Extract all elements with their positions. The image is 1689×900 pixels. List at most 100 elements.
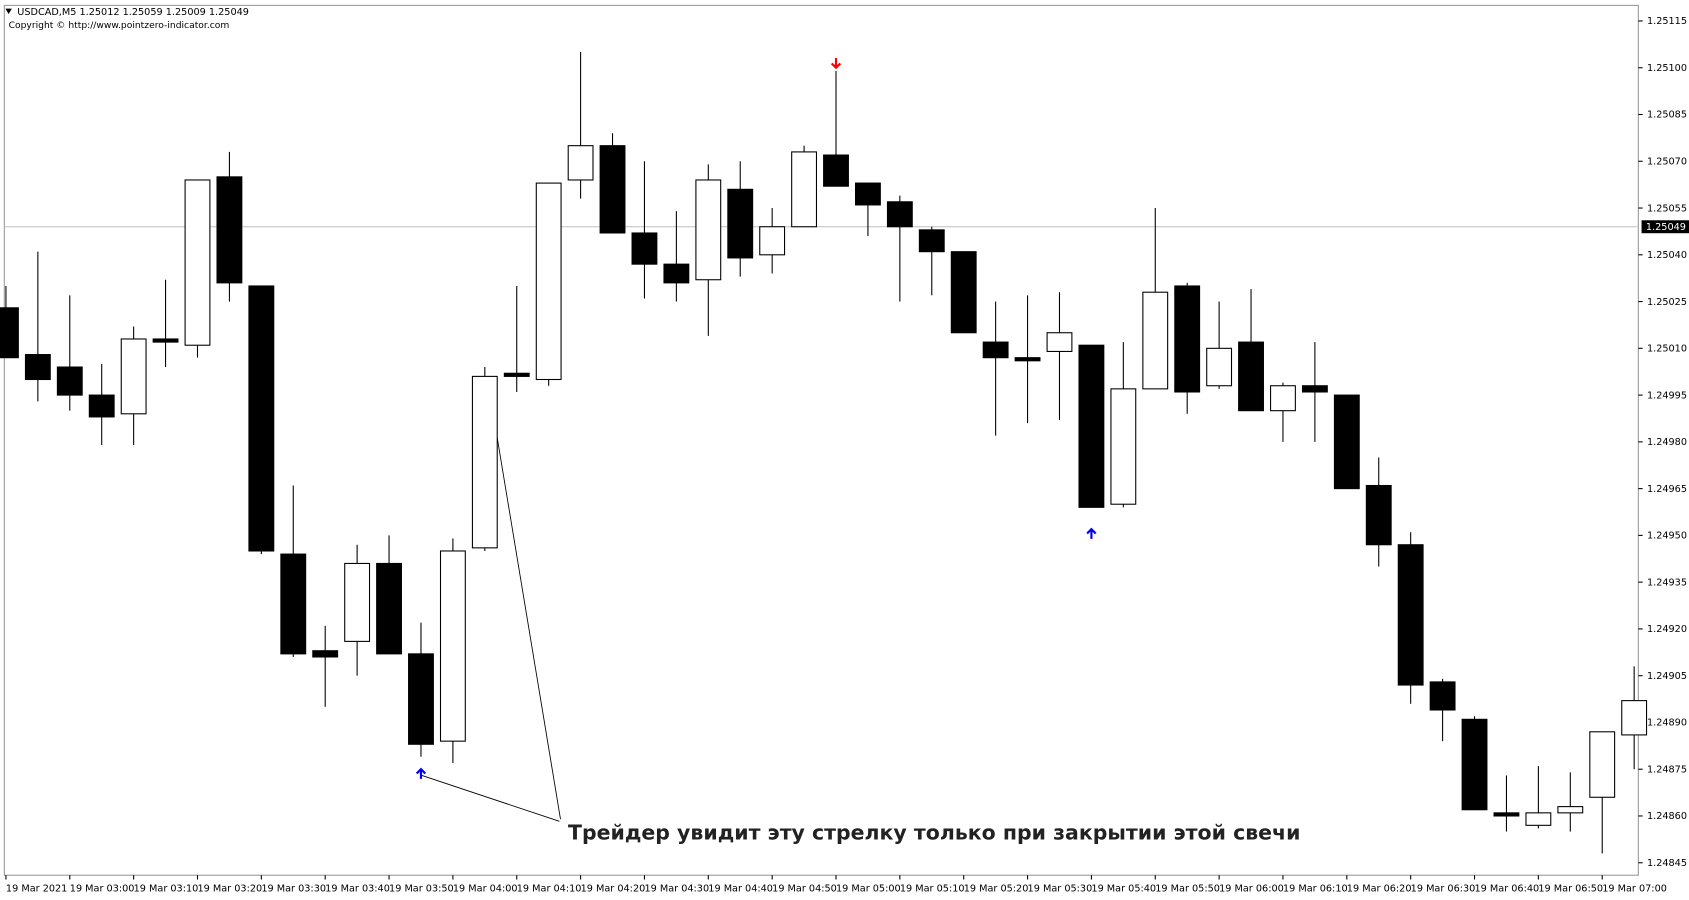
candle-body xyxy=(950,251,977,334)
candle-body xyxy=(1078,344,1105,508)
y-tick-label: 1.24905 xyxy=(1647,671,1687,682)
candle-body xyxy=(1461,718,1488,811)
y-tick-label: 1.24965 xyxy=(1647,484,1687,495)
y-tick-label: 1.24890 xyxy=(1647,718,1687,729)
candle-body xyxy=(823,154,849,187)
y-tick-label: 1.24950 xyxy=(1647,531,1687,542)
candle-body xyxy=(216,176,243,284)
candle-body xyxy=(1142,291,1169,390)
candle-body xyxy=(759,226,786,256)
x-tick-label: 19 Mar 05:00 xyxy=(836,883,901,894)
x-tick-label: 19 Mar 03:50 xyxy=(389,883,454,894)
candle-body xyxy=(344,562,371,642)
down-arrow xyxy=(830,58,842,70)
candle-body xyxy=(1621,700,1648,736)
candle-body xyxy=(248,285,275,552)
y-tick-label: 1.24995 xyxy=(1647,390,1687,401)
x-tick-label: 19 Mar 2021 xyxy=(6,883,67,894)
candle-body xyxy=(312,650,339,658)
candle-body xyxy=(1301,385,1328,393)
candle-body xyxy=(854,182,881,206)
candle-body xyxy=(791,151,818,228)
candle-body xyxy=(1333,394,1360,490)
candle-body xyxy=(56,366,83,396)
candle-body xyxy=(1046,332,1073,352)
candle-body xyxy=(1525,812,1552,826)
candle-body xyxy=(1493,812,1520,817)
x-tick-label: 19 Mar 07:00 xyxy=(1602,883,1667,894)
candle-body xyxy=(1206,347,1233,387)
x-tick-label: 19 Mar 05:30 xyxy=(1028,883,1093,894)
x-tick-label: 19 Mar 06:10 xyxy=(1283,883,1348,894)
x-tick-label: 19 Mar 06:40 xyxy=(1475,883,1540,894)
candle-body xyxy=(982,341,1009,359)
x-tick-label: 19 Mar 04:20 xyxy=(581,883,646,894)
x-tick-label: 19 Mar 05:40 xyxy=(1091,883,1156,894)
x-tick-label: 19 Mar 04:00 xyxy=(453,883,518,894)
candle-body xyxy=(1589,731,1616,798)
x-tick-label: 19 Mar 05:10 xyxy=(900,883,965,894)
x-tick-label: 19 Mar 03:30 xyxy=(261,883,326,894)
candle-body xyxy=(120,338,147,415)
candle-body xyxy=(439,550,466,742)
price-label-box xyxy=(1641,220,1689,234)
x-tick-label: 19 Mar 03:40 xyxy=(325,883,390,894)
up-arrow xyxy=(415,767,427,779)
candle-body xyxy=(727,188,754,259)
candle-body xyxy=(663,263,690,284)
candle-body xyxy=(1110,388,1137,505)
x-tick-label: 19 Mar 06:50 xyxy=(1538,883,1603,894)
annotation-line xyxy=(420,774,560,822)
x-tick-label: 19 Mar 04:50 xyxy=(772,883,837,894)
annotation: Трейдер увидит эту стрелку только при за… xyxy=(568,821,1300,845)
candle-body xyxy=(1397,544,1424,686)
y-tick-label: 1.25055 xyxy=(1647,203,1687,214)
candle-body xyxy=(376,562,402,655)
y-tick-label: 1.25070 xyxy=(1647,157,1687,168)
x-tick-label: 19 Mar 06:20 xyxy=(1347,883,1412,894)
candle-body xyxy=(184,179,211,346)
candle-body xyxy=(1557,806,1584,814)
candle-body xyxy=(471,375,498,549)
y-tick-label: 1.24920 xyxy=(1647,624,1687,635)
y-tick-label: 1.24875 xyxy=(1647,764,1687,775)
x-tick-label: 19 Mar 04:10 xyxy=(517,883,582,894)
candle-body xyxy=(535,182,562,381)
candle-body xyxy=(408,653,434,745)
candle-body xyxy=(24,354,51,381)
candle-body xyxy=(695,179,722,281)
candle-body xyxy=(1174,285,1201,393)
candle-body xyxy=(503,372,530,377)
candle-body xyxy=(0,307,19,359)
candle-body xyxy=(886,201,913,228)
chart-title: USDCAD,M5 1.25012 1.25059 1.25009 1.2504… xyxy=(17,7,249,18)
y-tick-label: 1.25085 xyxy=(1647,110,1687,121)
y-tick-label: 1.24845 xyxy=(1647,858,1687,869)
plot-frame xyxy=(3,4,1639,876)
x-tick-label: 19 Mar 06:00 xyxy=(1219,883,1284,894)
candle-body xyxy=(1270,385,1296,412)
candle-body xyxy=(152,338,179,343)
x-tick-label: 19 Mar 05:50 xyxy=(1155,883,1220,894)
y-tick-label: 1.25100 xyxy=(1647,63,1687,74)
menu-triangle xyxy=(5,8,12,15)
up-arrow xyxy=(1086,527,1097,539)
x-tick-label: 19 Mar 04:40 xyxy=(708,883,773,894)
candle-body xyxy=(1014,357,1041,362)
x-tick-label: 19 Mar 06:30 xyxy=(1411,883,1476,894)
candle-body xyxy=(1365,484,1392,546)
candle-body xyxy=(280,553,307,655)
copyright: Copyright © http://www.pointzero-indicat… xyxy=(9,20,230,31)
y-tick-label: 1.25040 xyxy=(1647,250,1687,261)
price-label: 1.25049 xyxy=(1646,222,1686,233)
candle-body xyxy=(918,229,945,253)
y-tick-label: 1.24980 xyxy=(1647,437,1687,448)
candle-body xyxy=(1238,341,1264,412)
x-tick-label: 19 Mar 04:30 xyxy=(644,883,709,894)
x-tick-label: 19 Mar 03:20 xyxy=(197,883,262,894)
candle-body xyxy=(88,394,115,418)
y-tick-label: 1.24935 xyxy=(1647,577,1687,588)
x-tick-label: 19 Mar 05:20 xyxy=(964,883,1029,894)
